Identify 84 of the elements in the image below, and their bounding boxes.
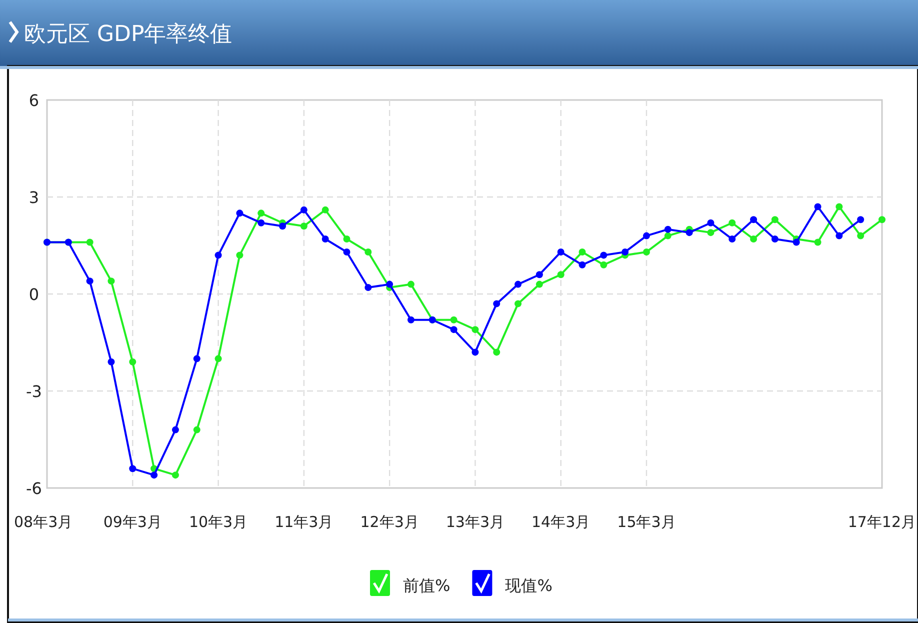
point xyxy=(750,216,758,224)
point xyxy=(407,280,414,288)
point xyxy=(493,300,500,308)
point xyxy=(472,348,479,356)
point xyxy=(857,232,864,240)
point xyxy=(642,232,650,240)
point xyxy=(258,219,265,226)
point xyxy=(814,238,822,246)
y-tick-label: 6 xyxy=(28,91,40,110)
chart-title: 欧元区 GDP年率终值 xyxy=(24,22,232,47)
x-tick-label: 10年3月 xyxy=(188,513,248,531)
point xyxy=(750,236,758,243)
point xyxy=(536,280,543,288)
x-tick-label: 09年3月 xyxy=(103,513,162,531)
point xyxy=(686,229,693,236)
point xyxy=(836,232,843,240)
point xyxy=(771,216,778,224)
point xyxy=(300,206,308,214)
point xyxy=(86,278,94,285)
point xyxy=(493,348,500,356)
x-tick-label: 12年3月 xyxy=(360,513,419,531)
x-tick-label: 15年3月 xyxy=(617,513,676,531)
point xyxy=(450,326,458,334)
point xyxy=(622,248,629,256)
point xyxy=(536,271,543,278)
point xyxy=(236,252,244,259)
point xyxy=(364,248,372,256)
point xyxy=(193,426,200,434)
point xyxy=(322,206,329,214)
point xyxy=(514,280,522,288)
point xyxy=(193,355,200,362)
point xyxy=(108,278,115,285)
point xyxy=(258,210,265,217)
point xyxy=(514,300,522,308)
point xyxy=(836,203,843,210)
x-tick-label: 17年12月 xyxy=(848,513,916,531)
point xyxy=(578,248,586,256)
point xyxy=(857,216,864,224)
point xyxy=(557,248,564,256)
point xyxy=(129,358,136,366)
point xyxy=(728,219,736,226)
point xyxy=(578,261,586,268)
x-tick-label: 14年3月 xyxy=(532,513,590,531)
point xyxy=(600,252,608,259)
point xyxy=(108,358,115,366)
point xyxy=(129,465,136,472)
point xyxy=(771,236,778,243)
point xyxy=(343,248,350,256)
point xyxy=(150,472,158,479)
point xyxy=(814,203,822,210)
point xyxy=(343,236,350,243)
point xyxy=(214,355,222,362)
point xyxy=(322,236,329,243)
point xyxy=(172,472,179,479)
point xyxy=(172,426,179,434)
legend-label: 现值% xyxy=(505,576,552,595)
y-tick-label: 0 xyxy=(28,285,40,304)
point xyxy=(642,248,650,256)
point xyxy=(300,222,308,230)
point xyxy=(792,238,800,246)
point xyxy=(664,226,672,233)
point xyxy=(364,284,372,292)
legend-label: 前值% xyxy=(403,576,450,595)
y-tick-label: 3 xyxy=(28,188,40,207)
y-tick-label: -6 xyxy=(26,479,42,498)
point xyxy=(279,222,286,230)
point xyxy=(557,271,564,278)
point xyxy=(472,326,479,334)
point xyxy=(236,210,244,217)
point xyxy=(407,316,414,324)
y-tick-label: -3 xyxy=(26,382,42,401)
point xyxy=(728,236,736,243)
x-tick-label: 11年3月 xyxy=(274,513,334,531)
point xyxy=(878,216,886,224)
point xyxy=(86,238,94,246)
point xyxy=(707,219,714,226)
point xyxy=(707,229,714,236)
x-tick-label: 08年3月 xyxy=(14,513,73,531)
point xyxy=(214,252,222,259)
point xyxy=(600,261,608,268)
x-tick-label: 13年3月 xyxy=(446,513,505,531)
point xyxy=(386,280,394,288)
point xyxy=(664,232,672,240)
point xyxy=(450,316,458,324)
